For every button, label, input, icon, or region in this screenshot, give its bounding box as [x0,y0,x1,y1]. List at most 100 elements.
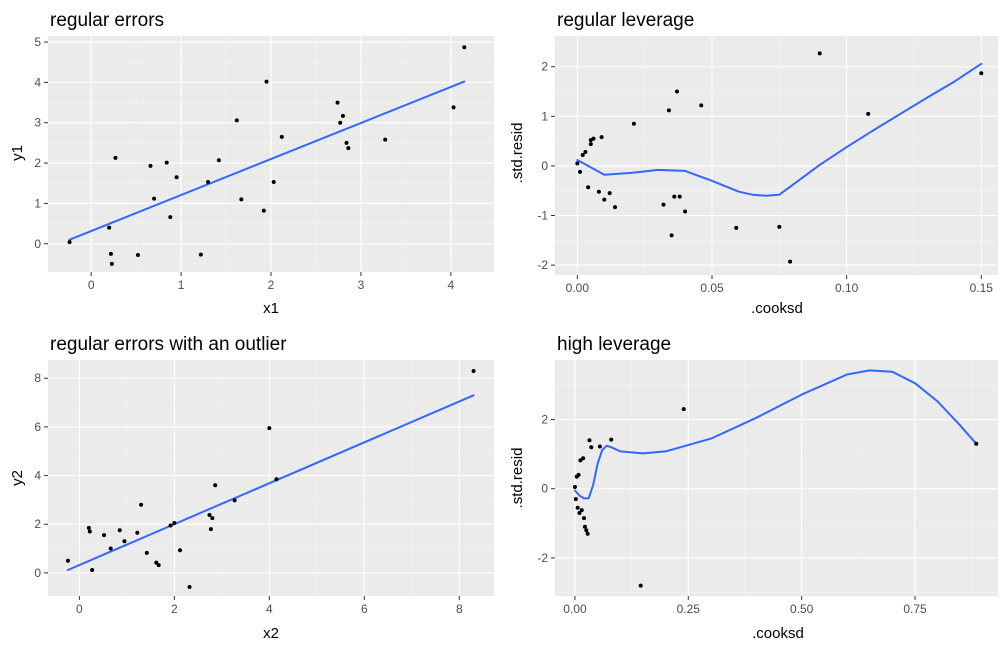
data-point [135,253,140,258]
y-tick-label: -2 [537,551,548,565]
data-point [210,516,215,521]
data-point [576,472,581,477]
data-point [232,498,237,503]
data-point [669,233,674,238]
x-axis-label: .cooksd [751,300,803,317]
data-point [974,441,979,446]
fit-line [574,369,978,500]
x-tick-label: 0.15 [970,281,994,295]
data-point [383,137,388,142]
data-point [572,484,577,489]
x-tick-label: 2 [171,602,178,616]
data-point [156,563,161,568]
data-point [216,158,221,163]
data-point [335,100,340,105]
x-tick-label: 4 [447,278,454,292]
data-point [122,539,127,544]
data-point [451,105,456,110]
data-point [580,153,585,158]
data-point [340,113,345,118]
data-point [788,259,793,264]
data-point [117,528,122,533]
data-point [206,180,211,185]
panel-regular-errors-with-outlier: regular errors with an outlier x2 y2 0 2 4… [9,334,494,642]
x-tick-label: 0.50 [790,602,814,616]
y-tick-label: -1 [537,208,548,222]
data-point [261,208,266,213]
minor-grid [48,360,494,596]
data-point [581,456,586,461]
y-tick-label: 1 [541,109,548,123]
x-tick-label: 0.10 [835,281,859,295]
panel-title: regular errors [50,10,164,31]
data-point [602,197,607,202]
data-point [607,191,612,196]
x-tick-label: 6 [361,602,368,616]
data-point [573,497,578,502]
data-point [586,185,591,190]
y-tick-label: 0 [541,159,548,173]
x-tick-label: 0 [88,278,95,292]
data-point [86,525,91,530]
data-point [274,477,279,482]
data-point [107,225,112,230]
data-point [187,584,192,589]
data-point [462,45,467,50]
fit-line [68,80,466,241]
data-point [631,121,636,126]
data-point [152,196,157,201]
data-point [589,445,594,450]
data-point [683,209,688,214]
data-point [87,529,92,534]
y-tick-label: 4 [34,75,41,89]
x-axis-label: .cooksd [752,625,804,642]
panel-title: regular leverage [557,10,694,31]
data-point [575,161,580,166]
minor-grid [555,360,998,596]
x-tick-label: 0 [76,602,83,616]
data-point [267,426,272,431]
data-point [588,142,593,147]
data-point [234,118,239,123]
y-tick-label: -2 [537,258,548,272]
y-tick-label: 3 [34,116,41,130]
y-tick-label: 4 [34,469,41,483]
data-point [674,89,679,94]
data-point [599,135,604,140]
y-tick-label: 0 [34,566,41,580]
data-point [271,180,276,185]
data-point [198,252,203,257]
y-axis-label: y1 [9,145,26,161]
data-point [609,437,614,442]
y-tick-label: 1 [34,196,41,210]
minor-grid [555,36,998,275]
data-point [346,146,351,151]
y-axis-label: .std.resid [509,123,526,184]
y-tick-label: 2 [34,517,41,531]
y-tick-label: 6 [34,420,41,434]
data-point [577,510,582,515]
data-point [164,160,169,165]
fit-line [66,394,475,571]
panel-title: high leverage [557,334,671,355]
y-tick-label: 8 [34,371,41,385]
data-point [139,502,144,507]
data-point [591,136,596,141]
data-point [471,368,476,373]
data-point [578,458,583,463]
x-tick-label: 8 [456,602,463,616]
x-tick-label: 0.00 [566,281,590,295]
data-point [582,524,587,529]
data-point [144,550,149,555]
plot-area [555,360,998,596]
data-point [174,175,179,180]
data-point [699,103,704,108]
x-tick-label: 0.05 [700,281,724,295]
data-point [587,438,592,443]
data-point [672,194,677,199]
y-tick-label: 2 [541,60,548,74]
data-point [67,240,72,245]
x-tick-label: 2 [268,278,275,292]
data-point [102,533,107,538]
y-tick-label: 0 [34,237,41,251]
